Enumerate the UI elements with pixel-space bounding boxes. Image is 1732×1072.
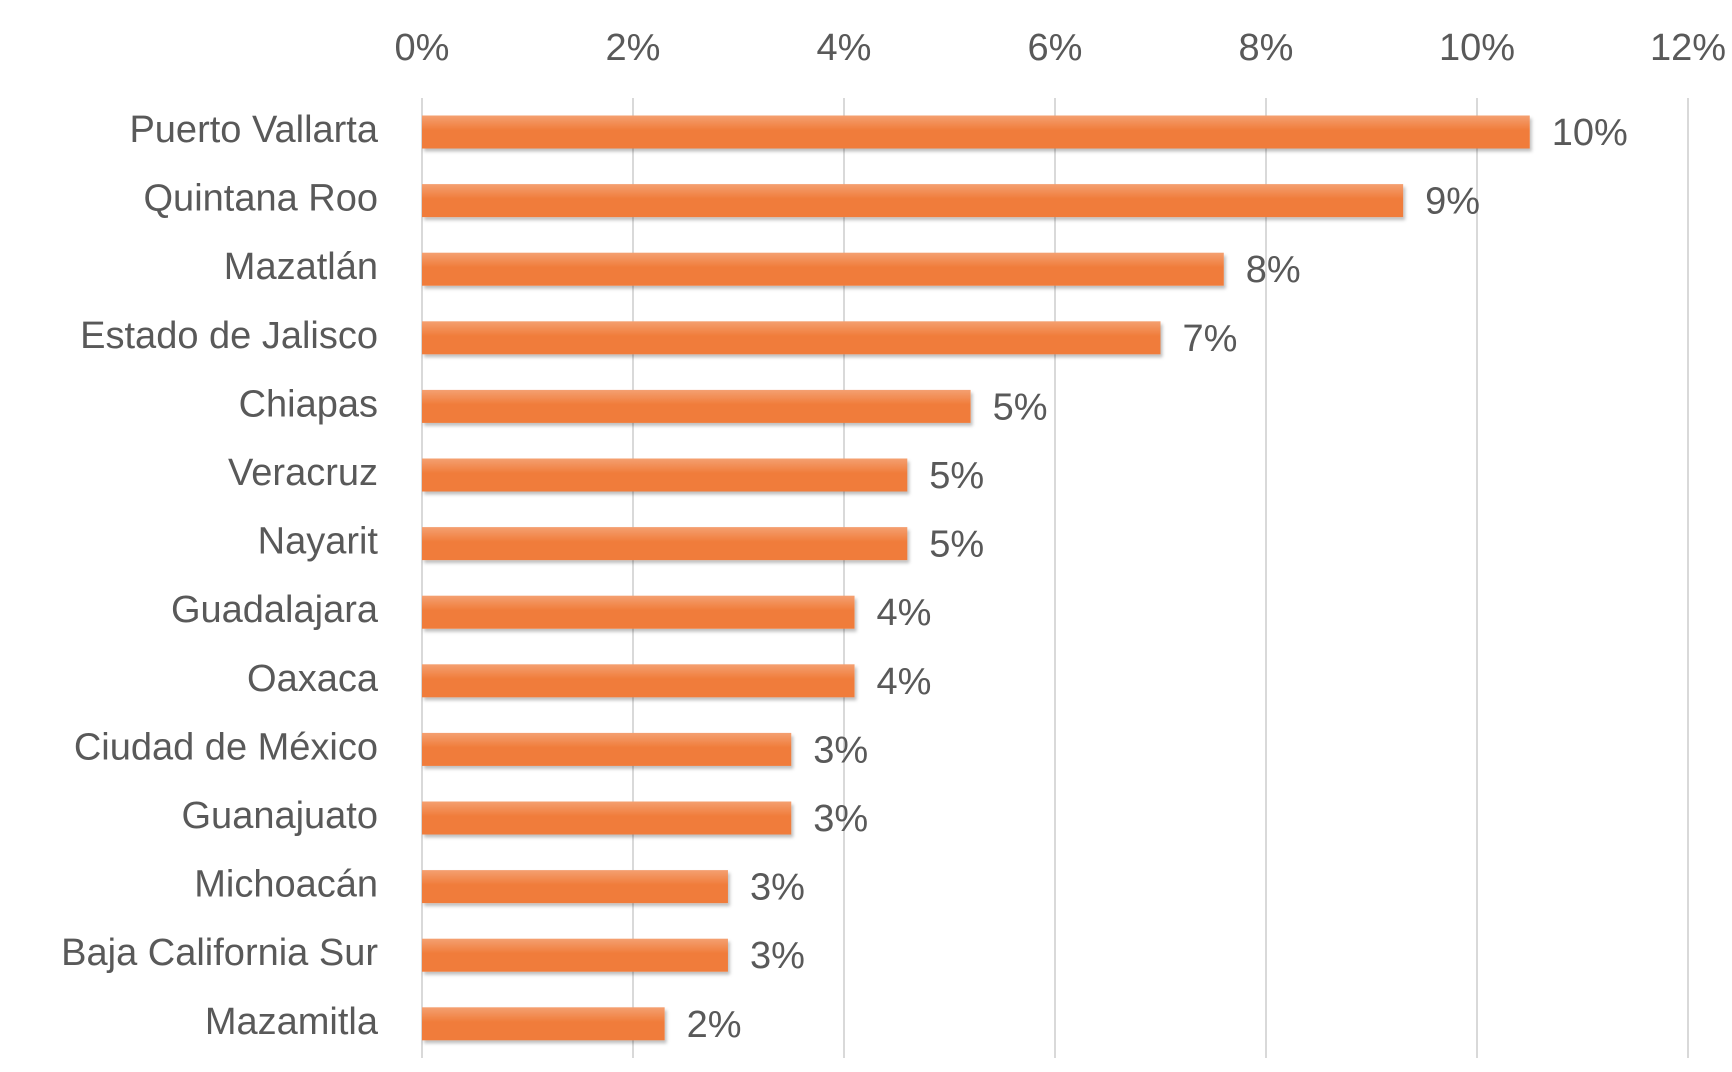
category-label: Michoacán [194, 864, 378, 906]
category-label: Chiapas [239, 383, 378, 425]
data-label: 5% [929, 455, 984, 497]
x-tick-label: 8% [1239, 27, 1294, 69]
data-label: 4% [877, 592, 932, 634]
bar [422, 252, 1224, 286]
bar [422, 389, 971, 423]
bar [422, 870, 728, 904]
category-label: Baja California Sur [61, 932, 378, 974]
category-labels: Puerto Vallarta Quintana Roo Mazatlán Estad… [61, 109, 379, 1043]
category-label: Puerto Vallarta [129, 109, 378, 151]
category-label: Quintana Roo [144, 178, 379, 220]
bar [422, 184, 1404, 218]
x-tick-label: 6% [1028, 27, 1083, 69]
data-label: 3% [750, 867, 805, 909]
category-label: Veracruz [228, 452, 378, 494]
data-label: 9% [1425, 181, 1480, 223]
category-label: Nayarit [258, 521, 379, 563]
x-tick-label: 10% [1439, 27, 1515, 69]
category-label: Oaxaca [247, 658, 379, 700]
data-label: 3% [813, 798, 868, 840]
x-tick-label: 4% [817, 27, 872, 69]
x-tick-label: 2% [606, 27, 661, 69]
data-label: 2% [687, 1004, 742, 1046]
bar [422, 321, 1161, 355]
bar [422, 938, 728, 972]
category-label: Guanajuato [182, 795, 379, 837]
data-label: 8% [1246, 249, 1301, 291]
bar [422, 801, 792, 835]
bar [422, 1007, 665, 1041]
data-label: 10% [1552, 112, 1628, 154]
category-label: Mazamitla [205, 1001, 379, 1043]
bar [422, 664, 855, 698]
gridlines [421, 98, 1689, 1058]
x-tick-label: 0% [395, 27, 450, 69]
x-axis-ticks: 0% 2% 4% 6% 8% 10% 12% [395, 27, 1726, 69]
bars [422, 115, 1530, 1041]
x-tick-label: 12% [1650, 27, 1726, 69]
bar [422, 732, 792, 766]
bar [422, 527, 908, 561]
bar [422, 115, 1530, 149]
category-label: Estado de Jalisco [80, 315, 378, 357]
data-label: 4% [877, 661, 932, 703]
data-label: 3% [813, 729, 868, 771]
data-label: 3% [750, 935, 805, 977]
bar [422, 458, 908, 492]
data-labels: 10%9%8%7%5%5%5%4%4%3%3%3%3%2% [687, 112, 1628, 1046]
category-label: Mazatlán [224, 246, 378, 288]
data-label: 7% [1183, 318, 1238, 360]
data-label: 5% [993, 386, 1048, 428]
data-label: 5% [929, 524, 984, 566]
bar [422, 595, 855, 629]
category-label: Ciudad de México [74, 726, 378, 768]
category-label: Guadalajara [171, 589, 379, 631]
